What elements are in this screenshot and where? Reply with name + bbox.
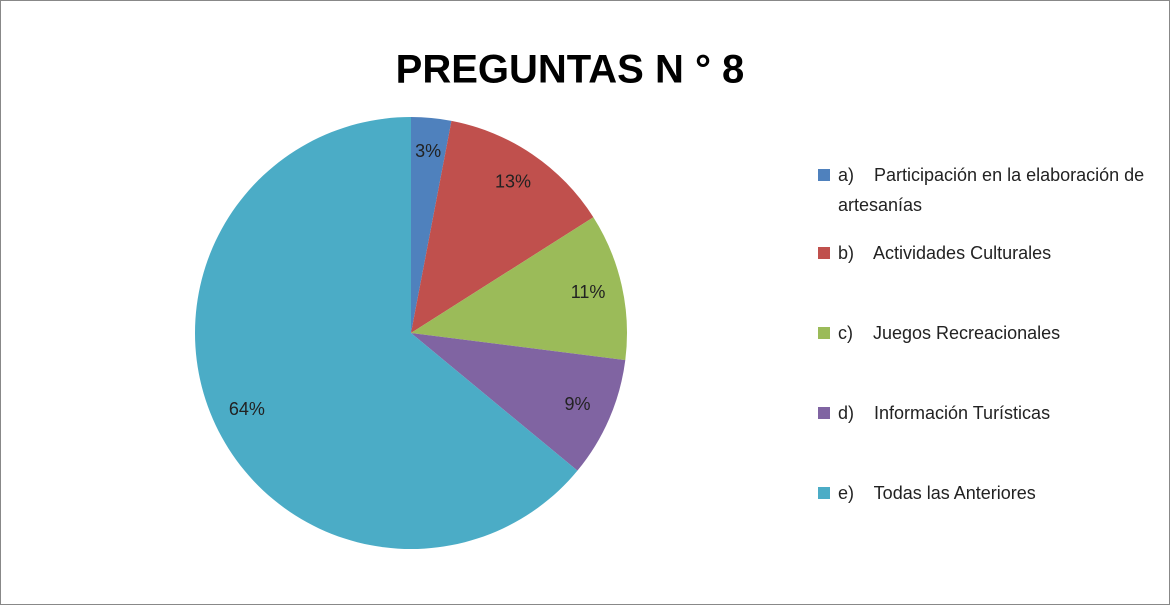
legend-item: b) Actividades Culturales xyxy=(818,238,1148,268)
data-label: 64% xyxy=(229,399,265,419)
legend-swatch xyxy=(818,169,830,181)
pie-slice xyxy=(194,117,578,549)
legend-label: b) Actividades Culturales xyxy=(838,243,1052,263)
pie-slice xyxy=(411,333,626,471)
legend-swatch xyxy=(818,327,830,339)
data-label: 13% xyxy=(495,172,531,192)
legend-item: d) Información Turísticas xyxy=(818,398,1148,428)
legend-label: a) Participación en la elaboración de ar… xyxy=(838,165,1150,215)
data-label: 3% xyxy=(415,141,441,161)
legend-label: c) Juegos Recreacionales xyxy=(838,323,1061,343)
legend-swatch xyxy=(818,247,830,259)
pie-slice xyxy=(411,117,452,333)
legend-swatch xyxy=(818,487,830,499)
legend-item: a) Participación en la elaboración de ar… xyxy=(818,160,1148,220)
chart-title: PREGUNTAS N ° 8 xyxy=(396,48,745,92)
data-label: 11% xyxy=(571,282,606,302)
legend-swatch xyxy=(818,407,830,419)
legend-item: c) Juegos Recreacionales xyxy=(818,318,1148,348)
legend-item: e) Todas las Anteriores xyxy=(818,478,1148,508)
legend-label: e) Todas las Anteriores xyxy=(838,483,1036,503)
data-label: 9% xyxy=(565,394,591,414)
pie-slice xyxy=(411,120,594,333)
pie-slice xyxy=(411,217,627,361)
legend-label: d) Información Turísticas xyxy=(838,403,1051,423)
